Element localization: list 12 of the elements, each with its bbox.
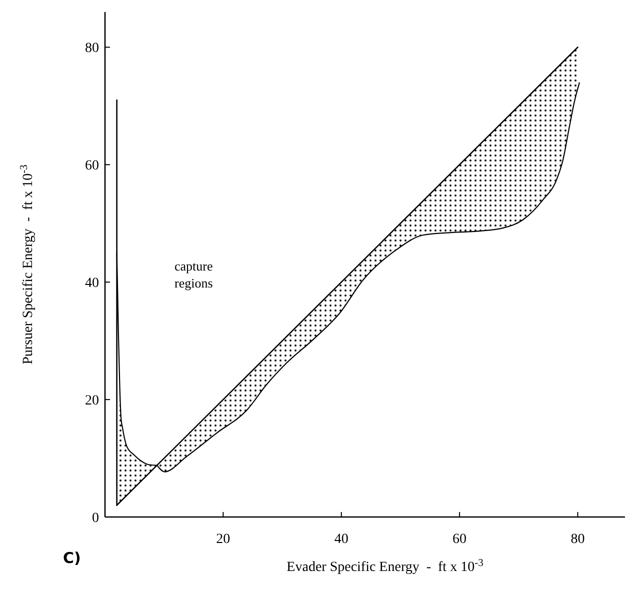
y-tick-label: 40	[85, 276, 99, 292]
text: C)	[63, 549, 81, 567]
y-tick-label: 20	[85, 393, 99, 408]
x-tick-label: 80	[570, 532, 585, 547]
x-tick-label: 60	[452, 532, 467, 547]
annotation: capture regions	[174, 258, 213, 290]
x-axis-title: Evader Specific Energy - ft x 10$^{-3}$	[286, 558, 484, 575]
y-tick-label: 0	[92, 510, 99, 526]
x-tick-label: 40	[334, 532, 348, 547]
y-tick-label: 60	[85, 158, 99, 174]
x-tick-label: 20	[216, 532, 230, 547]
y-tick-label: 80	[85, 41, 99, 56]
